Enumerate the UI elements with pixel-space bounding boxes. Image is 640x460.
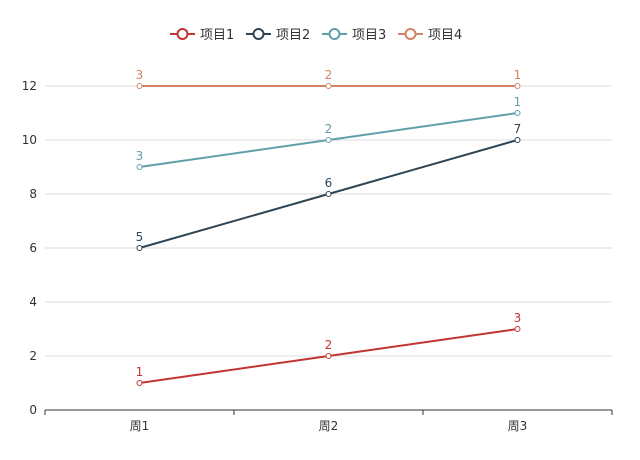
y-tick-label: 2 bbox=[29, 349, 37, 363]
data-point[interactable] bbox=[325, 353, 332, 359]
data-label: 5 bbox=[136, 230, 144, 244]
data-label: 3 bbox=[136, 149, 144, 163]
legend-label: 项目2 bbox=[276, 28, 310, 43]
legend[interactable]: 项目1 项目2 项目3 项目4 bbox=[170, 28, 462, 43]
y-tick-label: 10 bbox=[22, 133, 37, 147]
data-label: 1 bbox=[514, 95, 522, 109]
data-label: 2 bbox=[325, 122, 333, 136]
data-point[interactable] bbox=[514, 83, 521, 89]
series-layer: 1 2 3 5 6 7 3 2 1 3 2 1 bbox=[136, 68, 522, 386]
y-tick-label: 6 bbox=[29, 241, 37, 255]
data-label: 1 bbox=[136, 365, 144, 379]
data-label: 2 bbox=[325, 338, 333, 352]
x-tick-label: 周2 bbox=[319, 419, 339, 433]
legend-item-4[interactable]: 项目4 bbox=[398, 28, 462, 43]
data-label: 2 bbox=[325, 68, 333, 82]
legend-item-1[interactable]: 项目1 bbox=[170, 28, 234, 43]
legend-item-3[interactable]: 项目3 bbox=[322, 28, 386, 43]
data-point[interactable] bbox=[325, 83, 332, 89]
data-point[interactable] bbox=[136, 380, 143, 386]
legend-item-2[interactable]: 项目2 bbox=[246, 28, 310, 43]
y-tick-label: 4 bbox=[29, 295, 37, 309]
legend-marker bbox=[328, 28, 341, 40]
y-tick-label: 0 bbox=[29, 403, 37, 417]
data-point[interactable] bbox=[136, 164, 143, 170]
legend-marker bbox=[252, 28, 265, 40]
y-tick-label: 12 bbox=[22, 79, 37, 93]
x-tick-label: 周1 bbox=[130, 419, 150, 433]
data-point[interactable] bbox=[136, 245, 143, 251]
data-label: 7 bbox=[514, 122, 522, 136]
legend-label: 项目3 bbox=[352, 28, 386, 43]
data-point[interactable] bbox=[325, 137, 332, 143]
legend-marker bbox=[404, 28, 417, 40]
data-label: 3 bbox=[136, 68, 144, 82]
data-point[interactable] bbox=[325, 191, 332, 197]
data-point[interactable] bbox=[136, 83, 143, 89]
data-point[interactable] bbox=[514, 110, 521, 116]
data-label: 6 bbox=[325, 176, 333, 190]
legend-label: 项目1 bbox=[200, 28, 234, 43]
y-tick-label: 8 bbox=[29, 187, 37, 201]
data-label: 1 bbox=[514, 68, 522, 82]
legend-label: 项目4 bbox=[428, 28, 462, 43]
x-tick-label: 周3 bbox=[508, 419, 528, 433]
data-point[interactable] bbox=[514, 326, 521, 332]
legend-marker bbox=[176, 28, 189, 40]
data-label: 3 bbox=[514, 311, 522, 325]
data-point[interactable] bbox=[514, 137, 521, 143]
